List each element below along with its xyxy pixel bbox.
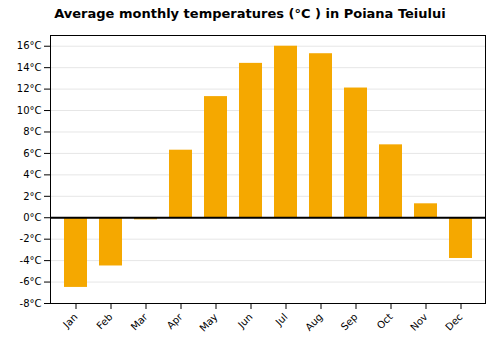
svg-text:-2°C: -2°C: [20, 233, 42, 244]
svg-text:May: May: [197, 311, 219, 333]
svg-text:Jun: Jun: [235, 311, 255, 331]
svg-text:8°C: 8°C: [23, 126, 41, 137]
svg-text:10°C: 10°C: [17, 105, 42, 116]
svg-text:12°C: 12°C: [17, 83, 42, 94]
svg-text:Apr: Apr: [165, 311, 186, 332]
svg-text:16°C: 16°C: [17, 40, 42, 51]
svg-text:-8°C: -8°C: [20, 298, 42, 309]
svg-text:-6°C: -6°C: [20, 276, 42, 287]
svg-text:-4°C: -4°C: [20, 255, 42, 266]
svg-text:14°C: 14°C: [17, 62, 42, 73]
svg-text:Nov: Nov: [408, 311, 430, 333]
svg-text:Mar: Mar: [129, 311, 151, 333]
svg-text:6°C: 6°C: [23, 148, 41, 159]
html-text:Average monthly temperatures (: Average monthly temperatures (°C ) in Po…: [54, 6, 446, 21]
svg-text:Aug: Aug: [303, 311, 325, 333]
svg-text:Jul: Jul: [273, 311, 290, 328]
svg-text:0°C: 0°C: [23, 212, 41, 223]
svg-text:2°C: 2°C: [23, 191, 41, 202]
svg-text:Dec: Dec: [443, 311, 464, 332]
svg-text:4°C: 4°C: [23, 169, 41, 180]
svg-text:Feb: Feb: [94, 311, 114, 331]
svg-text:Sep: Sep: [339, 311, 360, 332]
svg-text:Jan: Jan: [60, 311, 79, 330]
svg-text:Oct: Oct: [375, 311, 395, 331]
